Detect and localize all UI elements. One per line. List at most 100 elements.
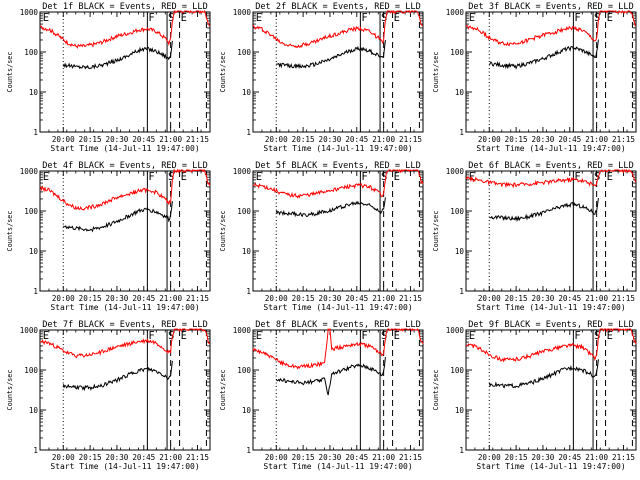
panel-9-marker-label: F: [574, 330, 580, 342]
panel-2-marker-label: S: [381, 12, 387, 24]
panel-8-x-tick-label: 20:30: [319, 453, 342, 462]
panel-4-y-tick-label: 100: [24, 207, 38, 216]
panel-4-x-tick-label: 20:45: [132, 294, 155, 303]
panel-7-axes-frame: [39, 329, 211, 451]
panel-6-x-tick-label: 20:45: [558, 294, 581, 303]
panel-9-y-axis-label: Counts/sec: [432, 370, 440, 411]
panel-9-x-tick-label: 20:30: [532, 453, 555, 462]
panel-9-y-tick-label: 1000: [446, 326, 465, 335]
panel-3-x-tick-label: 20:00: [478, 135, 501, 144]
panel-8-x-tick-label: 20:15: [292, 453, 315, 462]
panel-5-x-axis-label: Start Time (14-Jul-11 19:47:00): [263, 303, 412, 312]
panel-5-x-tick-label: 20:00: [265, 294, 288, 303]
panel-9-x-tick-label: 20:45: [558, 453, 581, 462]
panel-9-marker-label: E: [469, 330, 475, 342]
panel-7-x-tick-label: 21:00: [159, 453, 182, 462]
panel-8-axes-frame: [252, 329, 424, 451]
panel-1-series-events: [62, 40, 173, 70]
panel-1-marker-label: E: [43, 12, 49, 24]
panel-1-axes-frame: [39, 11, 211, 133]
panel-3-marker-label: S: [594, 12, 600, 24]
panel-5-x-tick-label: 21:15: [399, 294, 422, 303]
panel-6-marker-label: S: [594, 171, 600, 183]
panel-6-y-axis-label: Counts/sec: [432, 211, 440, 252]
panel-3-x-tick-label: 21:00: [585, 135, 608, 144]
panel-6-title: Det 6f BLACK = Events, RED = LLD: [468, 161, 634, 171]
panel-6-x-tick-label: 21:00: [585, 294, 608, 303]
panel-5-y-tick-label: 1: [246, 287, 251, 296]
panel-1-y-tick-label: 1000: [20, 8, 39, 17]
panel-2-x-tick-label: 20:15: [292, 135, 315, 144]
panel-3-marker-label: E: [469, 12, 475, 24]
panel-2-y-tick-label: 100: [237, 48, 251, 57]
panel-2-y-axis-label: Counts/sec: [219, 52, 227, 93]
panel-9-series-lld: [465, 328, 637, 363]
panel-4-series-lld: [39, 168, 211, 211]
panel-8-y-tick-label: 100: [237, 366, 251, 375]
panel-9-axes-frame: [465, 329, 637, 451]
panel-2-marker-label: E: [394, 12, 400, 24]
panel-9-title: Det 9f BLACK = Events, RED = LLD: [468, 320, 634, 330]
panel-4-title: Det 4f BLACK = Events, RED = LLD: [42, 161, 208, 171]
panel-4-marker-label: F: [148, 171, 154, 183]
panel-5-marker-label: E: [256, 171, 262, 183]
panel-3-x-axis-label: Start Time (14-Jul-11 19:47:00): [476, 144, 625, 153]
panel-3-x-tick-label: 20:15: [505, 135, 528, 144]
panel-1-y-tick-label: 1: [33, 128, 38, 137]
panel-8-y-tick-label: 1: [246, 446, 251, 455]
panel-7-x-tick-label: 20:15: [79, 453, 102, 462]
panel-5-series-events: [275, 197, 386, 218]
panel-7-x-tick-label: 20:45: [132, 453, 155, 462]
panel-6-y-tick-label: 1000: [446, 167, 465, 176]
panel-3-y-tick-label: 100: [450, 48, 464, 57]
panel-1-marker-label: E: [181, 12, 187, 24]
panel-1-y-tick-label: 100: [24, 48, 38, 57]
panel-5-marker-label: E: [394, 171, 400, 183]
panel-8-x-axis-label: Start Time (14-Jul-11 19:47:00): [263, 462, 412, 471]
panel-1-y-axis-label: Counts/sec: [6, 52, 14, 93]
panel-9-x-tick-label: 20:15: [505, 453, 528, 462]
panel-4-x-tick-label: 20:00: [52, 294, 75, 303]
panel-2-series-events: [276, 39, 386, 70]
panel-1-y-tick-label: 10: [29, 88, 39, 97]
panel-2-y-tick-label: 10: [242, 88, 252, 97]
panel-2-axes-frame: [252, 11, 424, 133]
panel-4-x-axis-label: Start Time (14-Jul-11 19:47:00): [50, 303, 199, 312]
panel-1-x-axis-label: Start Time (14-Jul-11 19:47:00): [50, 144, 199, 153]
panel-8-series-events: [275, 357, 386, 396]
panel-6-x-tick-label: 21:15: [612, 294, 635, 303]
panel-9-series-events: [488, 359, 599, 389]
panel-2-marker-label: F: [361, 12, 367, 24]
panel-8-x-tick-label: 21:15: [399, 453, 422, 462]
panel-6-axes-frame: [465, 170, 637, 292]
panel-9-y-tick-label: 1: [459, 446, 464, 455]
panel-7-marker-label: E: [181, 330, 187, 342]
panel-2-title: Det 2f BLACK = Events, RED = LLD: [255, 2, 421, 12]
panel-6-series-lld: [465, 168, 637, 189]
panel-2-x-tick-label: 21:00: [372, 135, 395, 144]
panel-5-y-tick-label: 10: [242, 247, 252, 256]
panel-2-x-tick-label: 20:30: [319, 135, 342, 144]
panel-5-marker-label: S: [381, 171, 387, 183]
panel-2-x-tick-label: 21:15: [399, 135, 422, 144]
panel-2-x-tick-label: 20:00: [265, 135, 288, 144]
panel-1-x-tick-label: 20:30: [106, 135, 129, 144]
panel-7-y-axis-label: Counts/sec: [6, 370, 14, 411]
panel-9-x-tick-label: 21:00: [585, 453, 608, 462]
panel-2-y-tick-label: 1: [246, 128, 251, 137]
panel-6-x-axis-label: Start Time (14-Jul-11 19:47:00): [476, 303, 625, 312]
panel-9: Det 9f BLACK = Events, RED = LLD 1 10 100 10…: [432, 320, 637, 471]
panel-3-series-lld: [465, 9, 637, 47]
panel-3: Det 3f BLACK = Events, RED = LLD 1 10 100 10…: [432, 2, 637, 153]
panel-8-y-tick-label: 1000: [233, 326, 252, 335]
panel-4-marker-label: E: [43, 171, 49, 183]
panel-4-x-tick-label: 20:30: [106, 294, 129, 303]
panel-4-x-tick-label: 21:00: [159, 294, 182, 303]
panel-7-x-tick-label: 21:15: [186, 453, 209, 462]
panel-4-axes-frame: [39, 170, 211, 292]
panel-5-x-tick-label: 20:45: [345, 294, 368, 303]
panel-8-x-tick-label: 20:45: [345, 453, 368, 462]
panel-7-y-tick-label: 1: [33, 446, 38, 455]
panel-7-x-tick-label: 20:30: [106, 453, 129, 462]
panel-4-x-tick-label: 21:15: [186, 294, 209, 303]
